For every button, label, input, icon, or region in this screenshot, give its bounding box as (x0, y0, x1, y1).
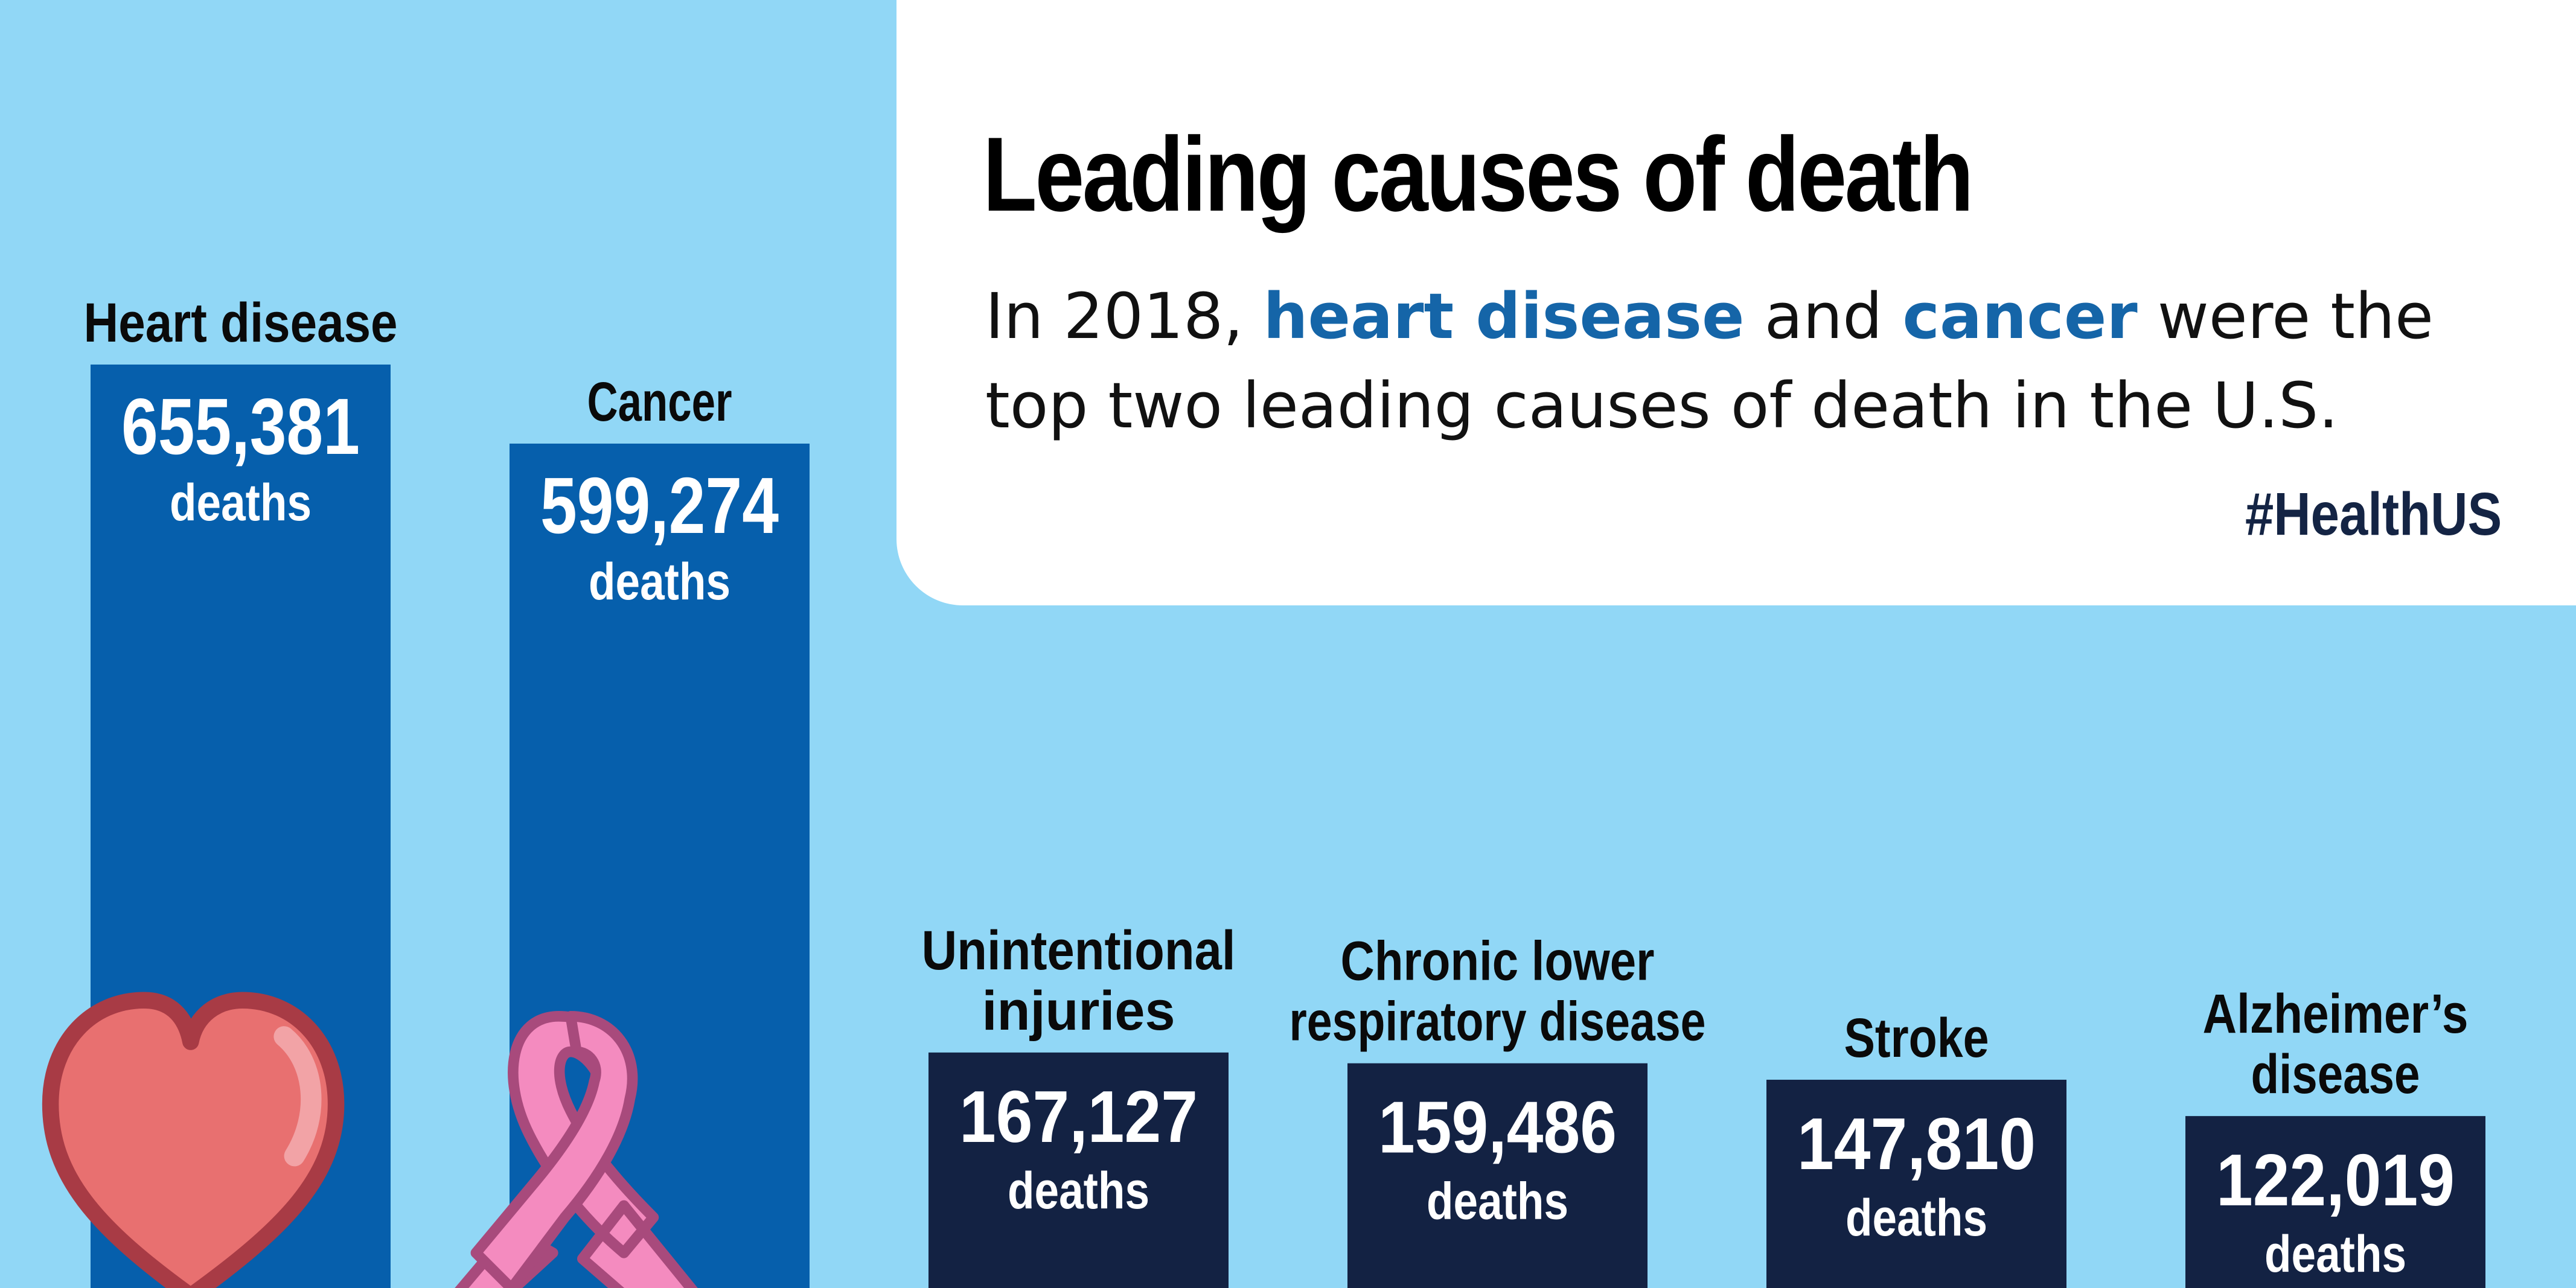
bar-value-label-5: 122,019 (2216, 1139, 2455, 1221)
bar-unit-label-0: deaths (170, 474, 312, 532)
bar-value-label-0: 655,381 (121, 382, 360, 471)
hashtag: #HealthUS (2245, 480, 2502, 548)
subtitle-highlight-heart-disease: heart disease (1263, 279, 1745, 353)
labels-group: Heart disease655,381deathsCancer599,274d… (84, 292, 2469, 1283)
bar-2 (928, 1052, 1229, 1288)
subtitle-highlight-cancer: cancer (1902, 279, 2138, 353)
bar-value-label-3: 159,486 (1378, 1086, 1617, 1168)
subtitle-text-2: and (1744, 279, 1903, 353)
page-title: Leading causes of death (983, 116, 1974, 234)
awareness-ribbon-icon (455, 1010, 698, 1288)
bar-unit-label-3: deaths (1427, 1173, 1568, 1231)
bar-value-label-1: 599,274 (540, 461, 779, 550)
bar-label-3-line-0: Chronic lower (1341, 931, 1655, 992)
bar-label-2-line-0: Unintentional (922, 920, 1236, 981)
bar-label-5-line-0: Alzheimer’s (2203, 983, 2469, 1045)
bar-unit-label-5: deaths (2264, 1225, 2406, 1283)
bar-label-1-line-0: Cancer (587, 371, 732, 433)
bar-label-0-line-0: Heart disease (84, 292, 398, 354)
bar-3 (1347, 1063, 1648, 1288)
bar-unit-label-2: deaths (1008, 1162, 1149, 1220)
header-panel (896, 0, 2576, 605)
bar-label-2-line-1: injuries (982, 980, 1175, 1042)
bars-group (91, 365, 2485, 1288)
bar-4 (1766, 1079, 2066, 1288)
bar-label-5-line-1: disease (2251, 1044, 2420, 1105)
bar-value-label-4: 147,810 (1797, 1103, 2036, 1185)
subtitle-text-1: In 2018, (985, 279, 1264, 353)
heart-icon (42, 992, 345, 1288)
bar-unit-label-4: deaths (1846, 1189, 1987, 1247)
bar-unit-label-1: deaths (589, 553, 730, 611)
subtitle: In 2018, heart disease and cancer were t… (985, 272, 2531, 450)
bar-value-label-2: 167,127 (959, 1076, 1198, 1158)
subtitle-text-3: were the top two leading causes of death… (985, 279, 2434, 442)
bar-label-4-line-0: Stroke (1844, 1007, 1989, 1069)
bar-5 (2185, 1116, 2485, 1288)
bar-label-3-line-1: respiratory disease (1290, 991, 1706, 1053)
